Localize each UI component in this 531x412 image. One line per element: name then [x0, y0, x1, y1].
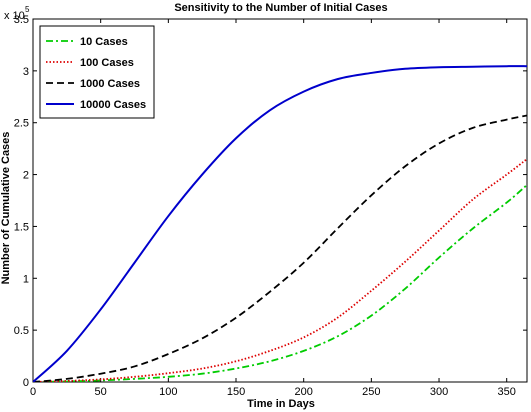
y-axis-label: Number of Cumulative Cases [0, 132, 12, 285]
x-tick-label: 250 [362, 386, 380, 398]
x-tick-label: 100 [159, 386, 177, 398]
axes-box [32, 18, 528, 383]
x-axis-label: Time in Days [247, 398, 315, 410]
series-line-10-cases [33, 184, 527, 382]
legend-label-100-cases: 100 Cases [80, 57, 134, 69]
x-tick-label: 300 [430, 386, 448, 398]
y-tick-label: 1 [23, 273, 29, 285]
y-tick-label: 3 [23, 66, 29, 78]
x-tick-label: 150 [227, 386, 245, 398]
x-tick-label: 0 [30, 386, 36, 398]
y-tick-label: 0.5 [14, 325, 29, 337]
series-line-10000-cases [33, 65, 527, 382]
legend-label-1000-cases: 1000 Cases [80, 78, 140, 90]
series-line-100-cases [33, 158, 527, 382]
x-tick-label: 50 [95, 386, 107, 398]
x-tick-label: 200 [295, 386, 313, 398]
y-tick-label: 2 [23, 170, 29, 182]
x-tick-label: 350 [498, 386, 516, 398]
y-multiplier-exponent: 5 [25, 5, 30, 14]
y-tick-label: 2.5 [14, 118, 29, 130]
y-multiplier-base: x 10 [4, 10, 25, 22]
plot-area: 0 50 100 150 200 250 300 350 0 0.5 1 1.5 2 2.5 3 3.5 [14, 14, 528, 398]
y-tick-label: 3.5 [14, 14, 29, 26]
chart-title: Sensitivity to the Number of Initial Cas… [174, 2, 387, 14]
legend-label-10-cases: 10 Cases [80, 36, 128, 48]
series-line-1000-cases [33, 114, 527, 382]
y-tick-label: 0 [23, 377, 29, 389]
y-tick-label: 1.5 [14, 221, 29, 233]
legend-label-10000-cases: 10000 Cases [80, 99, 146, 111]
legend-box [39, 25, 155, 119]
legend: 10 Cases 100 Cases 1000 Cases 10000 Cases [39, 25, 155, 119]
